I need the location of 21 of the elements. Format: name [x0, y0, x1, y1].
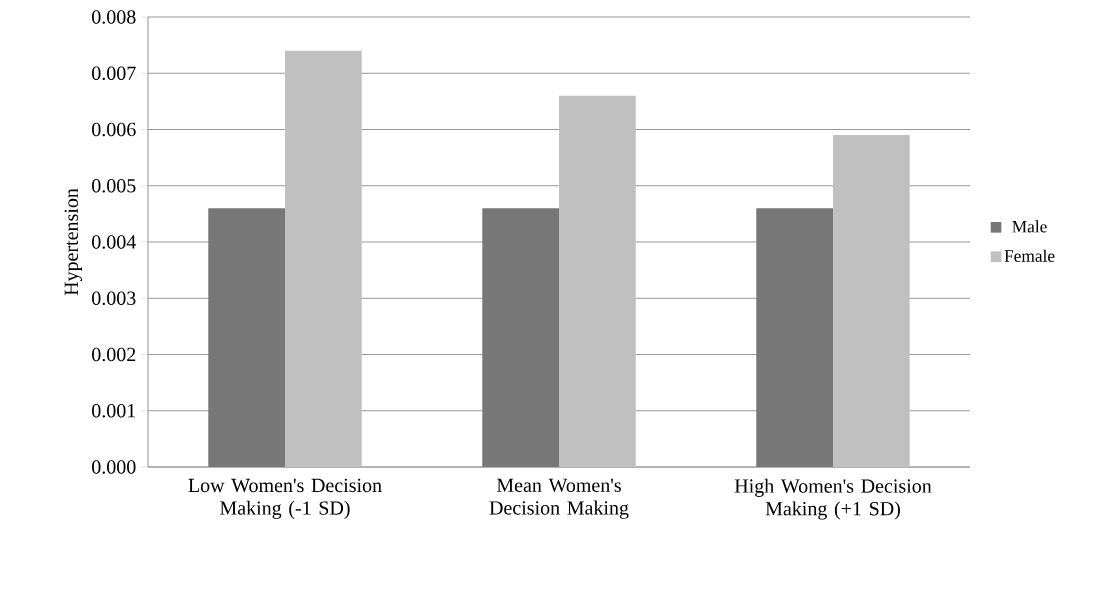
y-tick-label: 0.007	[92, 66, 136, 81]
legend-label: Female	[1004, 249, 1055, 262]
y-tick-label: 0.008	[92, 10, 136, 24]
y-tick-label: 0.001	[92, 403, 136, 418]
y-tick-label: 0.003	[92, 291, 136, 306]
bar	[756, 208, 833, 467]
y-tick-label: 0.005	[92, 178, 136, 193]
x-tick-label: Low Women's Decision Making (-1 SD)	[188, 478, 382, 519]
bar	[285, 50, 362, 467]
x-tick-label: Mean Women's Decision Making	[489, 478, 629, 519]
y-tick-label: 0.000	[92, 460, 136, 474]
bar	[559, 95, 636, 467]
bar	[833, 135, 910, 467]
y-tick-label: 0.004	[92, 235, 136, 249]
bar	[482, 208, 559, 467]
y-axis-title: Hypertension	[64, 188, 83, 296]
y-tick-label: 0.002	[92, 347, 136, 362]
x-tick-label: High Women's Decision Making (+1 SD)	[734, 478, 932, 520]
bar	[208, 208, 285, 467]
y-tick-label: 0.006	[92, 122, 136, 137]
legend-label: Male	[1012, 220, 1047, 233]
